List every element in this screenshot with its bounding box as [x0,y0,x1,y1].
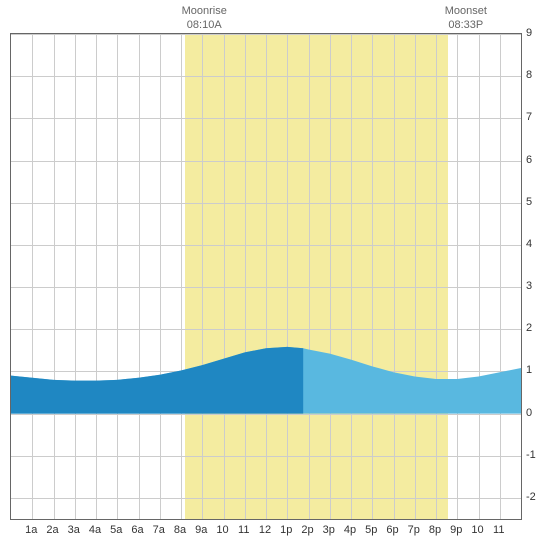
x-tick-label: 5p [365,524,377,536]
x-tick-label: 3p [323,524,335,536]
y-tick-label: 2 [526,322,532,334]
x-tick-label: 7a [153,524,165,536]
x-tick-label: 6p [386,524,398,536]
x-tick-label: 4p [344,524,356,536]
x-tick-label: 12 [259,524,271,536]
x-tick-label: 8p [429,524,441,536]
tide-area-dark [11,34,521,519]
x-tick-label: 2p [301,524,313,536]
moonset-label: Moonset 08:33P [445,4,487,33]
y-tick-label: 7 [526,111,532,123]
x-tick-label: 3a [68,524,80,536]
moonset-title: Moonset [445,5,487,17]
y-tick-label: 5 [526,196,532,208]
plot-area [10,33,522,520]
x-tick-label: 1a [25,524,37,536]
x-tick-label: 2a [46,524,58,536]
x-tick-label: 9p [450,524,462,536]
tide-chart: Moonrise 08:10A Moonset 08:33P 1a 2a 3a 4a 5… [0,0,550,550]
x-tick-label: 11 [238,524,249,536]
x-tick-label: 9a [195,524,207,536]
y-tick-label: 0 [526,407,532,419]
x-tick-label: 10 [216,524,228,536]
x-tick-label: 7p [408,524,420,536]
y-tick-label: 8 [526,69,532,81]
y-tick-label: 3 [526,280,532,292]
moonrise-title: Moonrise [182,5,227,17]
y-tick-label: 6 [526,154,532,166]
moonrise-label: Moonrise 08:10A [182,4,227,33]
moonset-time: 08:33P [448,19,483,31]
x-tick-label: 8a [174,524,186,536]
y-tick-label: -1 [526,449,536,461]
x-tick-label: 5a [110,524,122,536]
y-tick-label: 9 [526,27,532,39]
x-tick-label: 6a [131,524,143,536]
y-tick-label: 1 [526,364,532,376]
x-tick-label: 4a [89,524,101,536]
y-tick-label: 4 [526,238,532,250]
y-tick-label: -2 [526,491,536,503]
x-tick-label: 11 [493,524,504,536]
x-tick-label: 1p [280,524,292,536]
moonrise-time: 08:10A [187,19,222,31]
x-tick-label: 10 [471,524,483,536]
